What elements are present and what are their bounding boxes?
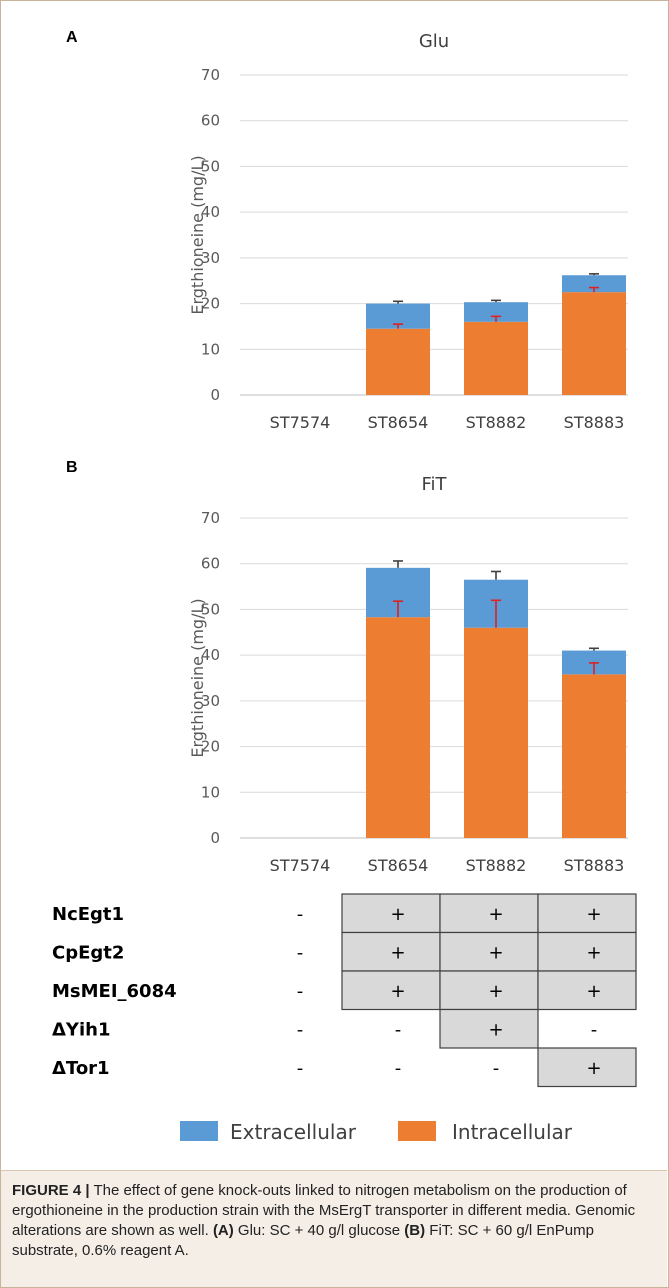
x-tick-label: ST8882 — [466, 856, 527, 875]
y-tick-label: 10 — [201, 783, 220, 801]
bar-intracellular — [366, 617, 430, 838]
genotype-cell-shaded — [341, 970, 441, 1011]
chart-b: FiT 0 10 20 30 40 50 60 70 Ergthioneine (mg/L) ST7… — [188, 474, 628, 875]
genotype-mark: - — [297, 904, 304, 925]
y-tick-label: 70 — [201, 509, 220, 527]
genotype-mark: + — [390, 904, 405, 925]
genotype-cell-shaded — [341, 931, 441, 972]
y-axis-label: Ergthioneine (mg/L) — [188, 598, 207, 757]
genotype-cell-shaded — [341, 893, 441, 934]
caption-label: FIGURE 4 | — [12, 1182, 90, 1199]
y-axis-label: Ergthioneine (mg/L) — [188, 155, 207, 314]
x-tick-label: ST8883 — [564, 413, 625, 432]
panel-label-a: A — [66, 29, 78, 46]
genotype-cell-shaded — [439, 970, 539, 1011]
genotype-cell-shaded — [537, 1047, 637, 1088]
y-tick-label: 10 — [201, 340, 220, 358]
genotype-table: NcEgt1 - + + + CpEgt2 - + + + MsMEI_6084 - + + + ΔYih1 -… — [52, 893, 637, 1088]
genotype-mark: - — [297, 1058, 304, 1079]
bar-intracellular — [464, 321, 528, 395]
caption-a-label: (A) — [212, 1222, 234, 1239]
bar-intracellular — [366, 328, 430, 395]
y-tick-label: 0 — [210, 829, 220, 847]
legend: Extracellular Intracellular — [180, 1120, 573, 1144]
figure-caption: FIGURE 4 | The effect of gene knock-outs… — [0, 1170, 667, 1288]
bar-extracellular — [464, 302, 528, 322]
genotype-mark: + — [390, 943, 405, 964]
genotype-cell-shaded — [439, 931, 539, 972]
legend-swatch-extracellular — [180, 1121, 218, 1141]
genotype-mark: - — [297, 981, 304, 1002]
gene-label: ΔYih1 — [52, 1020, 110, 1041]
chart-a: Glu 0 10 20 30 40 50 60 70 Ergthioneine (mg/L) ST7… — [188, 31, 628, 432]
y-tick-label: 40 — [201, 203, 220, 221]
genotype-mark: - — [297, 1020, 304, 1041]
y-tick-label: 60 — [201, 555, 220, 573]
y-tick-label: 30 — [201, 249, 220, 267]
y-tick-label: 50 — [201, 157, 220, 175]
gene-label: MsMEI_6084 — [52, 981, 177, 1002]
genotype-mark: + — [586, 904, 601, 925]
genotype-mark: + — [488, 904, 503, 925]
legend-label: Extracellular — [230, 1120, 357, 1144]
y-tick-label: 50 — [201, 600, 220, 618]
y-tick-label: 60 — [201, 112, 220, 130]
genotype-mark: + — [586, 981, 601, 1002]
bar-extracellular — [562, 275, 626, 293]
genotype-cell-shaded — [439, 1008, 539, 1049]
caption-b-label: (B) — [404, 1222, 426, 1239]
gene-label: NcEgt1 — [52, 904, 124, 925]
genotype-cell-shaded — [439, 893, 539, 934]
y-tick-label: 20 — [201, 738, 220, 756]
genotype-mark: - — [297, 943, 304, 964]
y-tick-label: 40 — [201, 646, 220, 664]
genotype-mark: - — [395, 1020, 402, 1041]
gene-label: CpEgt2 — [52, 943, 124, 964]
y-tick-label: 0 — [210, 386, 220, 404]
x-tick-label: ST8654 — [368, 413, 429, 432]
gene-label: ΔTor1 — [52, 1058, 110, 1079]
genotype-mark: + — [586, 943, 601, 964]
genotype-mark: + — [488, 943, 503, 964]
genotype-mark: + — [586, 1058, 601, 1079]
caption-a-text: Glu: SC + 40 g/l glucose — [233, 1222, 405, 1239]
caption-text: The effect of gene knock-outs linked to … — [12, 1182, 636, 1239]
chart-title: Glu — [419, 31, 449, 52]
bar-intracellular — [562, 674, 626, 838]
y-tick-label: 20 — [201, 295, 220, 313]
genotype-mark: + — [488, 981, 503, 1002]
panel-label-b: B — [66, 459, 78, 476]
genotype-mark: + — [390, 981, 405, 1002]
legend-swatch-intracellular — [398, 1121, 436, 1141]
caption-b-text: FiT: SC + 60 g/l EnPump substrate, 0.6% … — [12, 1222, 594, 1259]
x-tick-label: ST8882 — [466, 413, 527, 432]
genotype-mark: - — [591, 1020, 598, 1041]
x-tick-label: ST7574 — [270, 856, 331, 875]
genotype-mark: - — [493, 1058, 500, 1079]
x-tick-label: ST8883 — [564, 856, 625, 875]
x-tick-label: ST8654 — [368, 856, 429, 875]
genotype-mark: + — [488, 1020, 503, 1041]
genotype-cell-shaded — [537, 893, 637, 934]
y-tick-label: 70 — [201, 66, 220, 84]
x-tick-label: ST7574 — [270, 413, 331, 432]
genotype-cell-shaded — [537, 931, 637, 972]
bar-intracellular — [562, 292, 626, 395]
chart-title: FiT — [421, 474, 447, 495]
genotype-mark: - — [395, 1058, 402, 1079]
figure-canvas: A Glu 0 10 20 30 40 50 60 70 Ergthioneine (mg/L) S… — [52, 29, 637, 1144]
y-tick-label: 30 — [201, 692, 220, 710]
bar-intracellular — [464, 627, 528, 838]
legend-label: Intracellular — [452, 1120, 573, 1144]
genotype-cell-shaded — [537, 970, 637, 1011]
